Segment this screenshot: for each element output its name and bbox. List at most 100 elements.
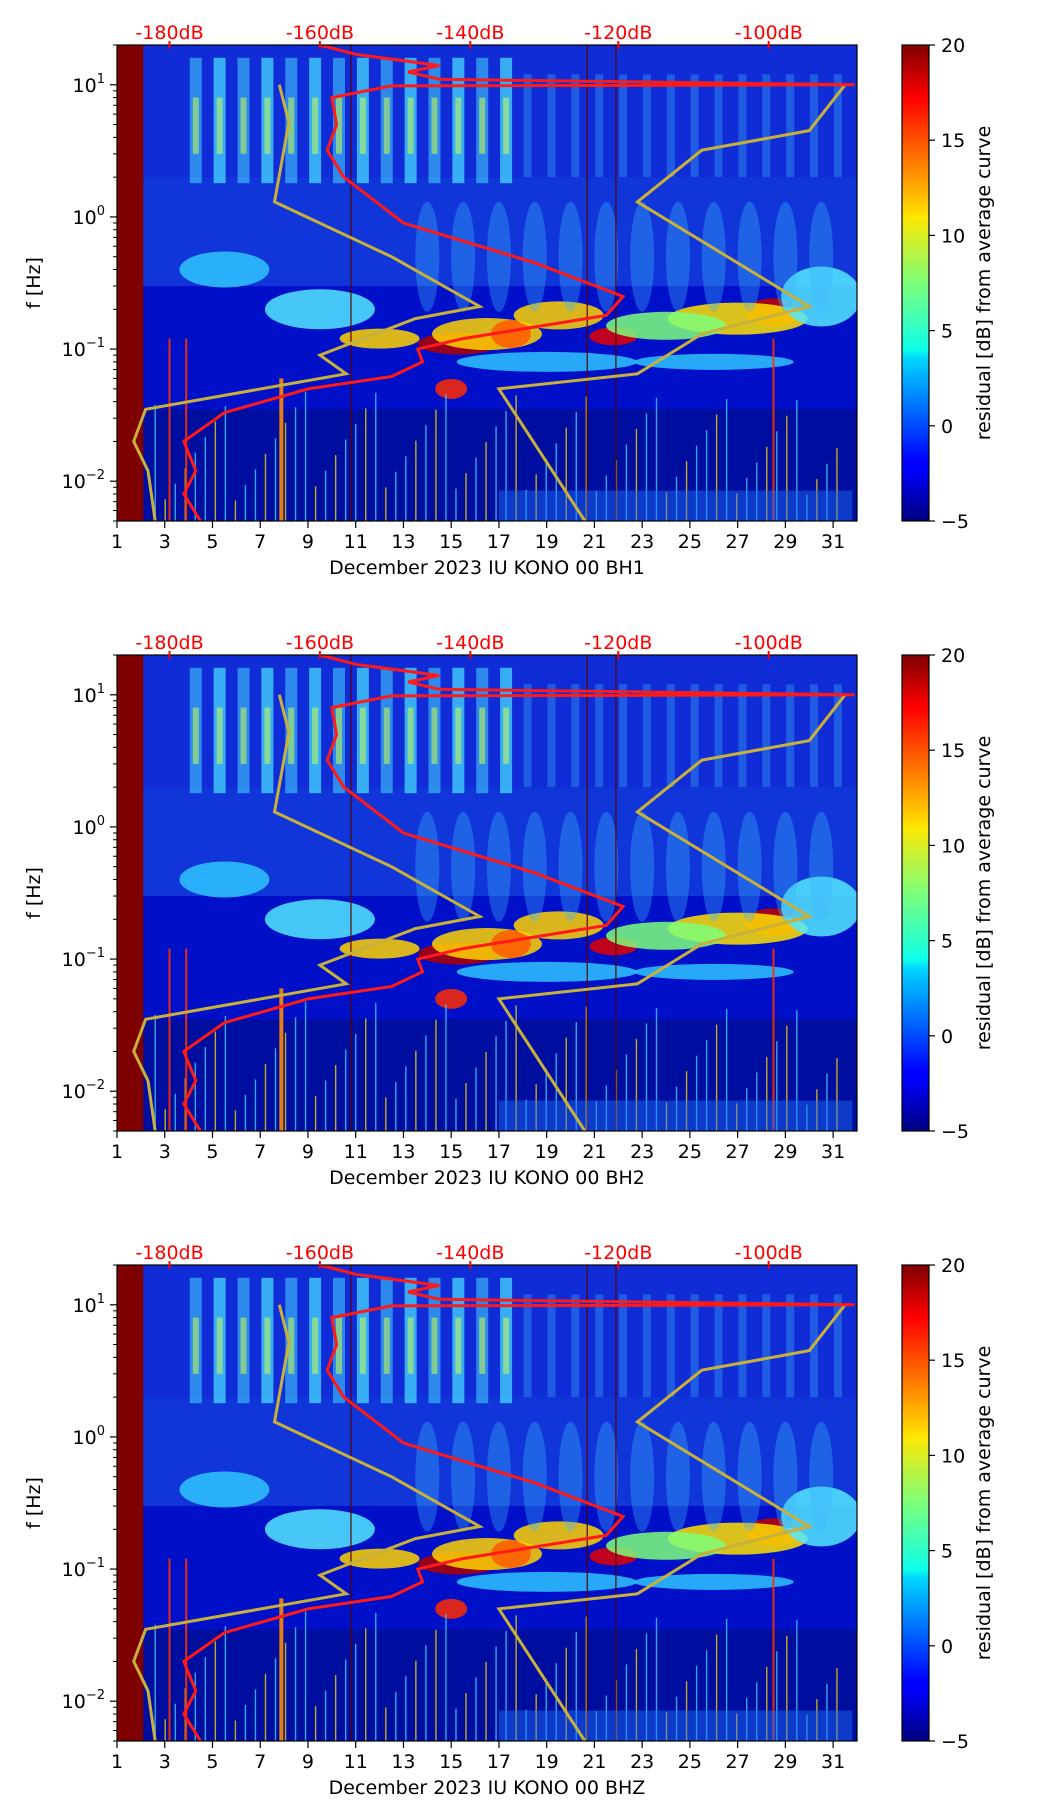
db-scale-label: -120dB [584,632,652,654]
model-curve-high [496,83,847,521]
colorbar-tick-label: 15 [941,1350,965,1372]
x-tick-label: 31 [821,531,845,553]
y-axis-label: f [Hz] [23,867,45,919]
x-tick-label: 23 [630,1751,654,1773]
plot-frame [116,44,858,522]
y-axis-label: f [Hz] [23,257,45,309]
x-tick-label: 3 [159,531,171,553]
spectrogram-panel-3: 1 3 5 7 9 11 13 15 17 19 21 23 25 27 29 3110110010−110−… [23,1242,995,1799]
y-tick-label: 100 [73,1424,105,1449]
model-curve-low [132,84,485,521]
db-scale-label: -100dB [735,22,803,44]
x-tick-label: 5 [206,531,218,553]
x-tick-label: 5 [206,1751,218,1773]
saturated-column [117,1265,144,1741]
spectrogram-panel-2: 1 3 5 7 9 11 13 15 17 19 21 23 25 27 29 3110110010−110−… [23,632,995,1189]
x-tick-label: 27 [726,1141,750,1163]
colorbar-3: 20 15 10 5 0 −5 residual [dB] from average cur… [901,1255,995,1753]
x-tick-label: 15 [439,1141,463,1163]
plot-frame [116,1264,858,1742]
y-tick-label: 101 [73,72,105,97]
colorbar-tick-label: 10 [941,225,965,247]
spectrogram-panel-1: 1 3 5 7 9 11 13 15 17 19 21 23 25 27 29 3110110010−110−… [23,22,995,579]
x-tick-label: 15 [439,531,463,553]
db-scale-label: -140dB [436,632,504,654]
x-tick-label: 23 [630,1141,654,1163]
y-tick-label: 10−1 [62,336,105,361]
x-tick-label: 9 [302,531,314,553]
colorbar-label: residual [dB] from average curve [973,1346,995,1661]
x-axis-label: December 2023 IU KONO 00 BH2 [329,1167,645,1189]
y-tick-label: 10−1 [62,946,105,971]
saturated-column [117,655,144,1131]
x-axis-label: December 2023 IU KONO 00 BH1 [329,557,645,579]
db-scale-label: -180dB [135,1242,203,1264]
x-tick-label: 11 [344,1141,368,1163]
saturated-column [117,45,144,521]
x-tick-label: 23 [630,531,654,553]
y-tick-label: 10−1 [62,1556,105,1581]
x-tick-label: 17 [487,1141,511,1163]
x-tick-label: 1 [111,1751,123,1773]
colorbar-tick-label: −5 [941,1731,969,1753]
colorbar-tick-label: 0 [941,1026,953,1048]
colorbar-tick-label: −5 [941,511,969,533]
x-tick-label: 7 [254,531,266,553]
colorbar-tick-label: 20 [941,1255,965,1277]
model-curve-high [496,1303,847,1741]
heatmap-field [117,655,857,1131]
x-tick-label: 19 [535,1751,559,1773]
x-tick-label: 29 [773,1141,797,1163]
db-scale-label: -100dB [735,632,803,654]
x-tick-label: 25 [678,1141,702,1163]
x-tick-label: 3 [159,1141,171,1163]
x-tick-label: 31 [821,1751,845,1773]
db-scale-label: -160dB [286,1242,354,1264]
x-tick-label: 17 [487,531,511,553]
model-curve-low [132,1304,485,1741]
colorbar-1: 20 15 10 5 0 −5 residual [dB] from average cur… [901,35,995,533]
x-tick-label: 13 [391,1141,415,1163]
x-tick-label: 11 [344,531,368,553]
colorbar-tick-label: 20 [941,35,965,57]
x-tick-label: 9 [302,1751,314,1773]
x-tick-label: 1 [111,1141,123,1163]
x-tick-label: 29 [773,1751,797,1773]
y-tick-label: 100 [73,204,105,229]
x-tick-label: 25 [678,1751,702,1773]
y-axis-label: f [Hz] [23,1477,45,1529]
colorbar-tick-label: 0 [941,416,953,438]
colorbar-tick-label: 10 [941,835,965,857]
average-psd-curve [181,45,855,521]
colorbar-tick-label: −5 [941,1121,969,1143]
x-tick-label: 19 [535,1141,559,1163]
colorbar-tick-label: 5 [941,931,953,953]
x-tick-label: 7 [254,1141,266,1163]
x-tick-label: 31 [821,1141,845,1163]
colorbar-label: residual [dB] from average curve [973,736,995,1051]
x-tick-label: 27 [726,531,750,553]
colorbar-tick-label: 5 [941,1541,953,1563]
db-scale-label: -180dB [135,22,203,44]
y-tick-label: 101 [73,682,105,707]
model-curve-high [496,693,847,1131]
x-tick-label: 27 [726,1751,750,1773]
x-tick-label: 17 [487,1751,511,1773]
colorbar-tick-label: 15 [941,130,965,152]
x-tick-label: 1 [111,531,123,553]
x-tick-label: 13 [391,1751,415,1773]
db-scale-label: -100dB [735,1242,803,1264]
db-scale-label: -180dB [135,632,203,654]
x-tick-label: 21 [582,1751,606,1773]
y-tick-label: 10−2 [62,1688,105,1713]
colorbar-tick-label: 15 [941,740,965,762]
db-scale-label: -120dB [584,1242,652,1264]
y-tick-label: 101 [73,1292,105,1317]
x-tick-label: 9 [302,1141,314,1163]
x-tick-label: 3 [159,1751,171,1773]
colorbar-tick-label: 5 [941,321,953,343]
colorbar-tick-label: 0 [941,1636,953,1658]
db-scale-label: -120dB [584,22,652,44]
x-tick-label: 13 [391,531,415,553]
x-tick-label: 21 [582,531,606,553]
